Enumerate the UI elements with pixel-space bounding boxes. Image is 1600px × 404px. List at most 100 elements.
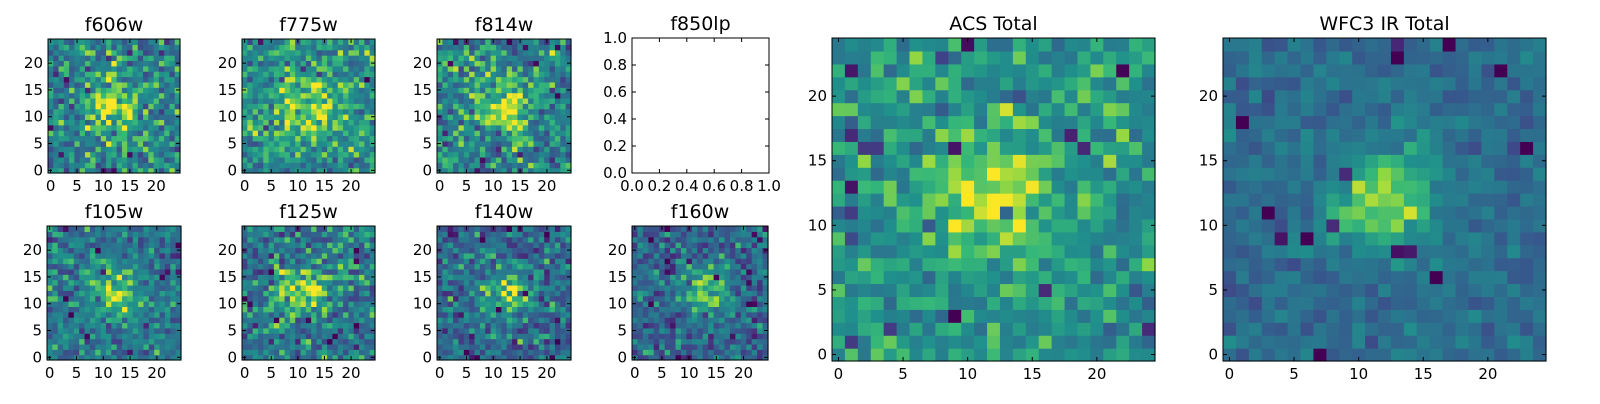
heatmap-cell (507, 306, 513, 312)
heatmap-cell (122, 55, 128, 61)
heatmap-cell (757, 274, 763, 280)
heatmap-cell (686, 322, 692, 328)
heatmap-cell (258, 242, 264, 248)
heatmap-cell (285, 125, 291, 131)
heatmap-cell (442, 344, 448, 350)
heatmap-cell (464, 109, 470, 115)
heatmap-cell (170, 344, 176, 350)
heatmap-cell (165, 280, 171, 286)
heatmap-cell (127, 135, 133, 141)
heatmap-cell (279, 344, 285, 350)
heatmap-cell (555, 231, 561, 237)
heatmap-cell (437, 349, 443, 355)
heatmap-cell (159, 71, 165, 77)
heatmap-cell (703, 253, 709, 259)
heatmap-cell (117, 93, 123, 99)
heatmap-cell (453, 77, 459, 83)
heatmap-cell (442, 306, 448, 312)
heatmap-cell (523, 119, 529, 125)
heatmap-cell (528, 247, 534, 253)
heatmap-cell (1129, 258, 1143, 272)
heatmap-cell (922, 206, 936, 220)
heatmap-cell (170, 247, 176, 253)
heatmap-cell (533, 130, 539, 136)
heatmap-cell (295, 242, 301, 248)
heatmap-cell (512, 50, 518, 56)
heatmap-cell (442, 317, 448, 323)
heatmap-cell (327, 269, 333, 275)
heatmap-cell (111, 152, 117, 158)
heatmap-cell (469, 322, 475, 328)
heatmap-cell (253, 114, 259, 120)
heatmap-cell (528, 119, 534, 125)
heatmap-cell (165, 247, 171, 253)
heatmap-cell (138, 258, 144, 264)
heatmap-cell (448, 285, 454, 291)
heatmap-cell (637, 226, 643, 232)
heatmap-cell (263, 119, 269, 125)
heatmap-cell (80, 114, 86, 120)
heatmap-cell (665, 339, 671, 345)
heatmap-cell (85, 285, 91, 291)
heatmap-cell (169, 44, 175, 50)
heatmap-cell (1116, 206, 1130, 220)
heatmap-cell (133, 349, 139, 355)
heatmap-cell (703, 344, 709, 350)
heatmap-cell (501, 306, 507, 312)
heatmap-cell (475, 333, 481, 339)
heatmap-cell (274, 328, 280, 334)
heatmap-cell (485, 130, 491, 136)
heatmap-cell (364, 290, 370, 296)
heatmap-cell (111, 119, 117, 125)
heatmap-cell (1103, 232, 1117, 246)
heatmap-cell (517, 333, 523, 339)
heatmap-cell (279, 119, 285, 125)
heatmap-cell (290, 152, 296, 158)
heatmap-cell (53, 114, 59, 120)
heatmap-cell (90, 269, 96, 275)
heatmap-cell (64, 44, 70, 50)
heatmap-cell (149, 328, 155, 334)
heatmap-cell (364, 280, 370, 286)
heatmap-cell (719, 339, 725, 345)
heatmap-cell (448, 264, 454, 270)
heatmap-cell (279, 125, 285, 131)
heatmap-cell (533, 226, 539, 232)
heatmap-cell (458, 349, 464, 355)
heatmap-cell (453, 344, 459, 350)
heatmap-cell (555, 109, 561, 115)
heatmap-cell (263, 312, 269, 318)
heatmap-cell (714, 237, 720, 243)
heatmap-cell (948, 245, 962, 259)
heatmap-cell (1116, 193, 1130, 207)
heatmap-cell (752, 247, 758, 253)
heatmap-cell (637, 242, 643, 248)
heatmap-cell (458, 290, 464, 296)
heatmap-cell (269, 301, 275, 307)
heatmap-cell (670, 274, 676, 280)
heatmap-cell (539, 301, 545, 307)
heatmap-cell (539, 269, 545, 275)
heatmap-cell (719, 328, 725, 334)
heatmap-cell (359, 280, 365, 286)
heatmap-cell (643, 237, 649, 243)
heatmap-cell (247, 258, 253, 264)
heatmap-cell (539, 322, 545, 328)
heatmap-cell (517, 130, 523, 136)
y-tick-label: 15 (608, 268, 627, 286)
heatmap-cell (253, 274, 259, 280)
heatmap-cell (496, 253, 502, 259)
heatmap-cell (442, 242, 448, 248)
heatmap-cell (295, 109, 301, 115)
heatmap-cell (79, 339, 85, 345)
heatmap-cell (437, 71, 443, 77)
heatmap-cell (555, 39, 561, 45)
heatmap-cell (149, 301, 155, 307)
heatmap-cell (322, 274, 328, 280)
heatmap-cell (68, 301, 74, 307)
heatmap-cell (654, 317, 660, 323)
heatmap-cell (719, 258, 725, 264)
heatmap-cell (301, 247, 307, 253)
heatmap-cell (1077, 258, 1091, 272)
heatmap-cell (159, 87, 165, 93)
